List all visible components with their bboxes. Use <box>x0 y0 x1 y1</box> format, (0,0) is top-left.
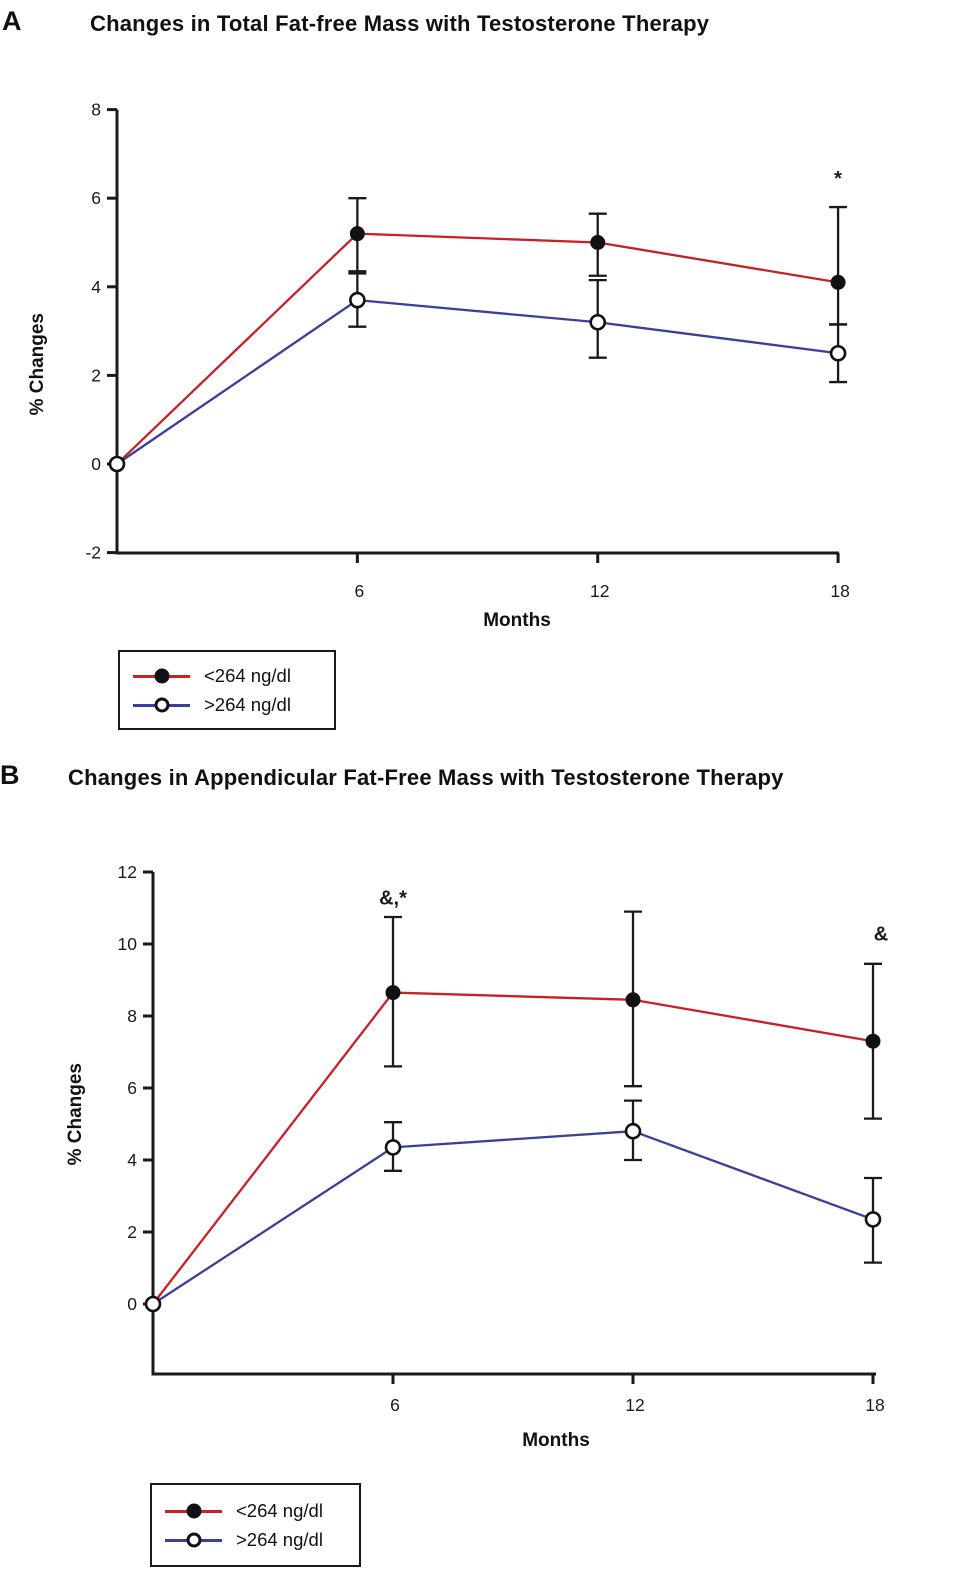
y-tick-label: 0 <box>91 454 101 474</box>
series-line <box>152 1130 874 1305</box>
data-point-open <box>864 1211 882 1228</box>
x-tick-label: 12 <box>625 1395 644 1415</box>
legend-swatch <box>165 1532 222 1548</box>
legend-marker-filled-icon <box>186 1503 201 1518</box>
panel-a-legend: <264 ng/dl >264 ng/dl <box>118 650 336 730</box>
origin-marker <box>144 1295 162 1313</box>
y-tick-label: 10 <box>118 934 138 954</box>
data-point-open <box>589 313 607 331</box>
panel-a-title: Changes in Total Fat-free Mass with Test… <box>90 11 710 36</box>
significance-annotation: & <box>874 923 888 945</box>
origin-marker <box>108 455 126 473</box>
data-point-open <box>349 291 366 309</box>
legend-label: >264 ng/dl <box>236 1528 323 1550</box>
axis-line <box>151 872 876 1376</box>
y-tick-label: 8 <box>91 100 101 120</box>
data-point-open <box>829 344 847 362</box>
y-tick-label: 0 <box>127 1294 137 1314</box>
data-point-filled <box>385 985 401 1001</box>
legend-label: <264 ng/dl <box>236 1499 323 1521</box>
legend-item: >264 ng/dl <box>133 694 334 716</box>
panel-a-y-axis-label: % Changes <box>27 312 48 416</box>
significance-annotation: * <box>834 168 842 190</box>
y-tick-label: -2 <box>85 543 101 563</box>
legend-marker-open-icon <box>186 1532 201 1547</box>
data-point-open <box>624 1122 642 1140</box>
y-tick-label: 2 <box>91 365 101 385</box>
y-tick-label: 6 <box>127 1078 137 1098</box>
panel-b-title: Changes in Appendicular Fat-Free Mass wi… <box>68 765 784 790</box>
x-tick-label: 18 <box>830 581 849 601</box>
data-point-filled <box>625 992 641 1008</box>
legend-item: <264 ng/dl <box>133 665 334 687</box>
panel-b-legend: <264 ng/dl >264 ng/dl <box>150 1483 361 1567</box>
legend-label: >264 ng/dl <box>204 693 291 715</box>
y-tick-label: 6 <box>91 188 101 208</box>
panel-a-x-axis-label: Months <box>483 610 551 631</box>
y-tick-label: 12 <box>118 862 137 882</box>
series-line <box>152 991 874 1305</box>
data-point-open <box>384 1139 402 1156</box>
x-tick-label: 12 <box>590 581 609 601</box>
panel-b-x-axis-label: Months <box>522 1430 590 1451</box>
legend-swatch <box>165 1503 222 1519</box>
series-line <box>116 298 839 465</box>
legend-item: >264 ng/dl <box>165 1529 359 1551</box>
data-point-filled <box>590 235 606 250</box>
legend-marker-open-icon <box>154 697 169 712</box>
significance-annotation: &,* <box>379 887 407 909</box>
data-point-filled <box>349 226 365 242</box>
legend-marker-filled-icon <box>154 668 169 683</box>
series-line <box>116 232 839 465</box>
axis-line <box>115 109 839 555</box>
y-tick-label: 8 <box>127 1006 137 1026</box>
panel-a-label: A <box>2 6 22 36</box>
legend-swatch <box>133 668 190 684</box>
legend-swatch <box>133 697 190 713</box>
legend-item: <264 ng/dl <box>165 1500 359 1522</box>
legend-label: <264 ng/dl <box>204 664 291 686</box>
x-tick-label: 18 <box>865 1395 884 1415</box>
panel-b-y-axis-label: % Changes <box>65 1062 86 1166</box>
y-tick-label: 2 <box>127 1222 137 1242</box>
y-tick-label: 4 <box>127 1150 137 1170</box>
data-point-filled <box>865 1033 881 1049</box>
x-tick-label: 6 <box>390 1395 400 1415</box>
data-point-filled <box>830 274 846 290</box>
panel-b-label: B <box>0 760 20 790</box>
y-tick-label: 4 <box>91 277 101 297</box>
x-tick-label: 6 <box>354 581 364 601</box>
